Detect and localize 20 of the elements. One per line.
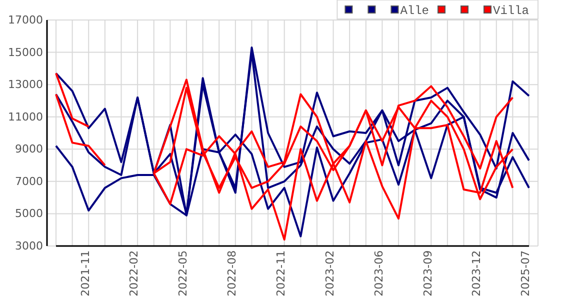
y-tick-label: 17000 [8,14,43,27]
y-tick-label: 11000 [8,110,43,124]
x-tick-label: 2022-11 [274,250,288,296]
x-tick-label: 2022-08 [226,250,239,296]
legend-label: Alle [400,4,430,18]
y-tick-label: 13000 [8,78,43,92]
x-tick-label: 2023-02 [323,250,336,296]
x-tick-label: 2025-07 [519,250,532,296]
x-tick-label: 2023-12 [470,250,484,296]
y-tick-label: 15000 [8,46,43,59]
x-tick-label: 2023-09 [421,250,434,296]
x-tick-label: 2021-11 [78,250,92,296]
x-tick-label: 2023-06 [372,250,386,296]
y-tick-label: 7000 [15,174,43,188]
y-tick-label: 5000 [15,207,43,220]
legend-label: Villa [493,4,530,18]
y-tick-label: 9000 [15,142,43,156]
x-tick-label: 2022-02 [128,250,141,296]
x-tick-label: 2022-05 [176,250,190,296]
y-tick-label: 3000 [15,240,43,253]
